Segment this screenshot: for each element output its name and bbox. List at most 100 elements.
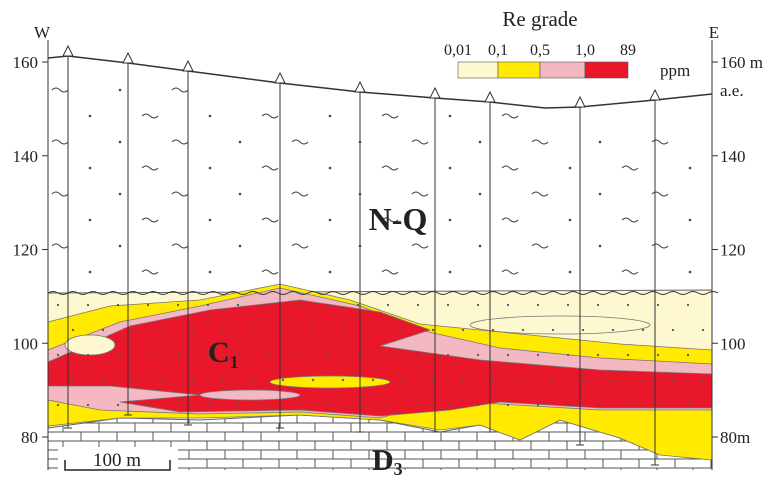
dot xyxy=(449,219,452,222)
y-tick-label: 100 xyxy=(13,334,39,353)
collar xyxy=(650,90,660,100)
dot xyxy=(239,193,242,196)
dot xyxy=(297,404,299,406)
dot xyxy=(132,379,134,381)
dot xyxy=(282,329,284,331)
dot xyxy=(162,329,164,331)
dot xyxy=(297,354,299,356)
dot xyxy=(432,329,434,331)
dot xyxy=(657,354,659,356)
dot xyxy=(329,115,332,118)
dot xyxy=(359,245,362,248)
west-label: W xyxy=(34,23,51,42)
y-tick-label: 100 xyxy=(720,334,746,353)
tilde xyxy=(382,114,398,118)
dot xyxy=(507,354,509,356)
dot xyxy=(192,329,194,331)
dot xyxy=(119,89,122,92)
dot xyxy=(209,115,212,118)
dot xyxy=(537,304,539,306)
tilde xyxy=(622,218,638,222)
collar xyxy=(430,88,440,98)
tilde xyxy=(142,114,158,118)
lens xyxy=(270,376,390,388)
tilde xyxy=(532,192,548,196)
dot xyxy=(582,329,584,331)
dot xyxy=(537,354,539,356)
dot xyxy=(687,304,689,306)
dot xyxy=(657,304,659,306)
dot xyxy=(507,404,509,406)
dot xyxy=(687,354,689,356)
dot xyxy=(372,329,374,331)
dot xyxy=(177,354,179,356)
tilde xyxy=(292,140,308,144)
dot xyxy=(599,141,602,144)
tilde xyxy=(292,192,308,196)
dot xyxy=(447,304,449,306)
unit-symbol: C xyxy=(208,336,230,369)
dot xyxy=(447,404,449,406)
dot xyxy=(599,193,602,196)
dot xyxy=(252,379,254,381)
dot xyxy=(209,167,212,170)
dot xyxy=(689,271,692,274)
tilde xyxy=(262,114,278,118)
tilde xyxy=(172,244,188,248)
collar xyxy=(275,73,285,83)
tilde xyxy=(262,166,278,170)
dot xyxy=(117,404,119,406)
unit-symbol: D xyxy=(372,444,394,477)
legend-label: 0,1 xyxy=(488,42,508,59)
collar xyxy=(355,82,365,92)
unit-label: N-Q xyxy=(369,201,428,237)
legend-swatch xyxy=(458,62,498,78)
tilde xyxy=(382,270,398,274)
y-tick-label: 160 m xyxy=(720,53,763,72)
tilde xyxy=(502,218,518,222)
tilde xyxy=(172,88,188,92)
dot xyxy=(417,304,419,306)
dot xyxy=(449,115,452,118)
y-tick-label: 120 xyxy=(13,241,39,260)
dot xyxy=(567,304,569,306)
dot xyxy=(117,304,119,306)
dot xyxy=(282,379,284,381)
collar xyxy=(485,92,495,102)
legend-title: Re grade xyxy=(502,7,577,31)
dot xyxy=(72,329,74,331)
tilde xyxy=(52,88,68,92)
dot xyxy=(477,304,479,306)
lens xyxy=(65,335,115,355)
dot xyxy=(479,245,482,248)
dot xyxy=(102,329,104,331)
legend-label: 0,01 xyxy=(444,42,472,59)
dot xyxy=(569,219,572,222)
legend-swatch xyxy=(540,62,585,78)
dot xyxy=(177,304,179,306)
dot xyxy=(567,404,569,406)
dot xyxy=(387,304,389,306)
dot xyxy=(297,304,299,306)
tilde xyxy=(142,166,158,170)
dot xyxy=(239,245,242,248)
dot xyxy=(387,354,389,356)
dot xyxy=(689,167,692,170)
dot xyxy=(252,329,254,331)
dot xyxy=(209,219,212,222)
dot xyxy=(357,404,359,406)
dot xyxy=(117,354,119,356)
tilde xyxy=(532,140,548,144)
tilde xyxy=(532,244,548,248)
tilde xyxy=(502,114,518,118)
dot xyxy=(89,271,92,274)
dot xyxy=(72,379,74,381)
y-tick-label: 80m xyxy=(720,428,750,447)
dot xyxy=(57,304,59,306)
dot xyxy=(702,329,704,331)
dot xyxy=(462,329,464,331)
tilde xyxy=(412,244,428,248)
dot xyxy=(359,141,362,144)
tilde xyxy=(172,192,188,196)
